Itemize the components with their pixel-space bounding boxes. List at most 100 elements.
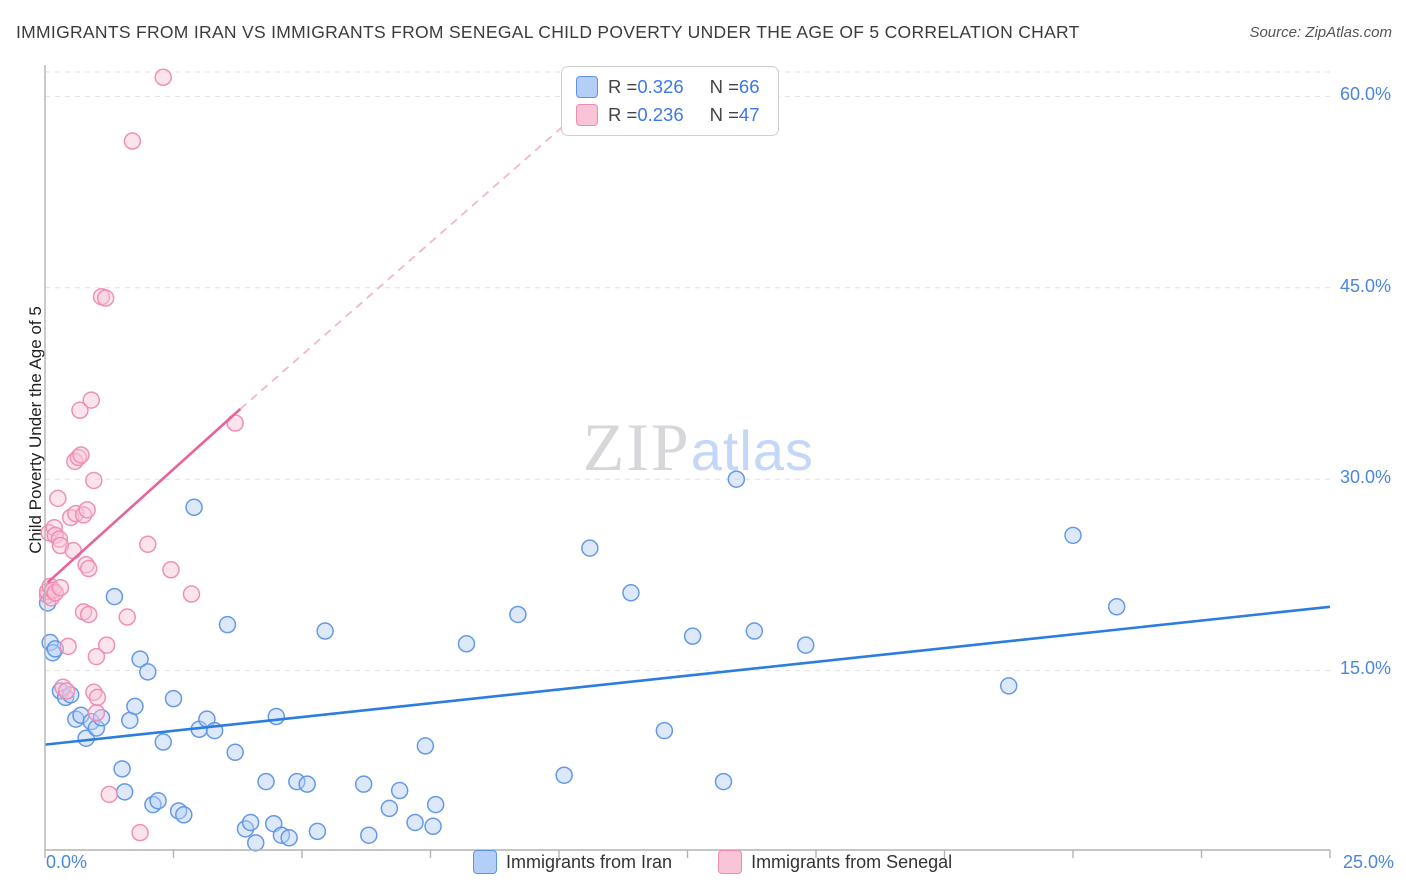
stats-row-iran: R = 0.326 N = 66 [576, 76, 760, 98]
data-point-senegal [88, 688, 107, 707]
data-point-iran [46, 640, 65, 658]
data-point-iran [555, 766, 573, 784]
data-point-iran [1000, 677, 1018, 695]
n-value-iran: 66 [738, 76, 760, 97]
data-point-senegal [78, 501, 96, 519]
data-point-iran [714, 772, 733, 791]
r-label: R = [608, 104, 638, 125]
data-point-iran [115, 783, 134, 801]
data-point-iran [92, 709, 111, 727]
data-point-iran [175, 806, 193, 824]
data-point-iran [288, 772, 306, 791]
watermark-zip-text: ZIP [582, 409, 691, 485]
data-point-iran [164, 689, 183, 708]
n-value-senegal: 47 [738, 104, 760, 125]
data-point-senegal [182, 585, 201, 603]
data-point-iran [380, 799, 399, 818]
data-point-senegal [50, 530, 69, 548]
r-label: R = [608, 76, 638, 97]
data-point-iran [426, 795, 445, 814]
data-point-senegal [51, 578, 70, 597]
data-point-senegal [71, 401, 89, 420]
data-point-iran [149, 792, 167, 810]
iran-swatch [473, 850, 498, 874]
data-point-senegal [139, 535, 157, 554]
data-point-senegal [64, 541, 83, 560]
r-value-senegal: 0.236 [637, 104, 684, 125]
data-point-iran [139, 663, 157, 681]
data-point-iran [622, 584, 640, 602]
data-point-senegal [79, 605, 98, 624]
data-point-iran [655, 721, 674, 740]
n-label: N = [709, 76, 739, 97]
data-point-senegal [69, 448, 88, 467]
senegal-trend-line [46, 408, 242, 584]
data-point-senegal [154, 68, 172, 87]
data-point-iran [390, 781, 409, 800]
legend-item-iran: Immigrants from Iran [473, 850, 672, 874]
data-point-iran [257, 772, 275, 791]
data-point-senegal [96, 289, 115, 307]
iran-trend-line [44, 605, 1331, 746]
data-point-iran [280, 829, 298, 847]
data-point-senegal [57, 682, 76, 700]
data-point-iran [267, 707, 286, 726]
legend-item-senegal: Immigrants from Senegal [718, 850, 952, 874]
source-credit: Source: ZipAtlas.com [1249, 24, 1392, 41]
data-point-senegal [79, 559, 98, 578]
data-point-senegal [118, 608, 136, 626]
data-point-iran [105, 587, 124, 606]
data-point-iran [113, 760, 131, 778]
data-point-iran [298, 775, 316, 793]
data-point-iran [154, 733, 172, 751]
data-point-senegal [85, 471, 103, 490]
y-tick-45: 45.0% [1340, 276, 1392, 296]
data-point-senegal [87, 703, 106, 722]
r-value-iran: 0.326 [637, 76, 684, 97]
data-point-iran [581, 539, 599, 557]
data-point-senegal [97, 636, 116, 654]
data-point-senegal [82, 391, 101, 409]
zipatlas-watermark: ZIPatlas [583, 408, 814, 487]
data-point-iran [683, 627, 702, 645]
senegal-swatch [718, 850, 743, 874]
data-point-iran [185, 498, 203, 517]
data-point-senegal [46, 584, 65, 602]
data-point-iran [316, 622, 334, 640]
data-point-iran [308, 822, 327, 841]
legend-label-senegal: Immigrants from Senegal [751, 851, 953, 872]
data-point-senegal [162, 561, 180, 579]
iran-legend-swatch [576, 76, 598, 98]
data-point-senegal [59, 637, 77, 656]
data-point-senegal [49, 489, 67, 508]
data-point-iran [416, 737, 435, 755]
y-tick-15: 15.0% [1340, 658, 1392, 678]
data-point-iran [241, 813, 260, 832]
legend-label-iran: Immigrants from Iran [506, 851, 673, 872]
data-point-senegal [87, 647, 106, 666]
senegal-trend-extension [239, 102, 591, 410]
data-point-iran [457, 635, 476, 653]
page-title: IMMIGRANTS FROM IRAN VS IMMIGRANTS FROM … [16, 22, 1080, 42]
data-point-iran [406, 813, 424, 832]
x-tick-max: 25.0% [1342, 852, 1394, 872]
x-tick-min: 0.0% [46, 852, 88, 872]
data-point-iran [354, 775, 373, 793]
watermark-atlas-text: atlas [690, 419, 815, 482]
data-point-iran [246, 834, 265, 852]
data-point-iran [218, 615, 237, 634]
data-point-senegal [72, 446, 90, 464]
data-point-iran [226, 743, 244, 762]
data-point-iran [424, 817, 442, 836]
y-tick-30: 30.0% [1340, 467, 1392, 487]
data-point-iran [509, 605, 527, 624]
n-label: N = [709, 104, 739, 125]
senegal-legend-swatch [576, 104, 598, 126]
data-point-iran [796, 636, 815, 654]
data-point-iran [727, 470, 746, 488]
data-point-iran [126, 697, 144, 716]
data-point-senegal [100, 785, 118, 804]
data-point-iran [131, 650, 149, 668]
stats-row-senegal: R = 0.236 N = 47 [576, 104, 760, 126]
